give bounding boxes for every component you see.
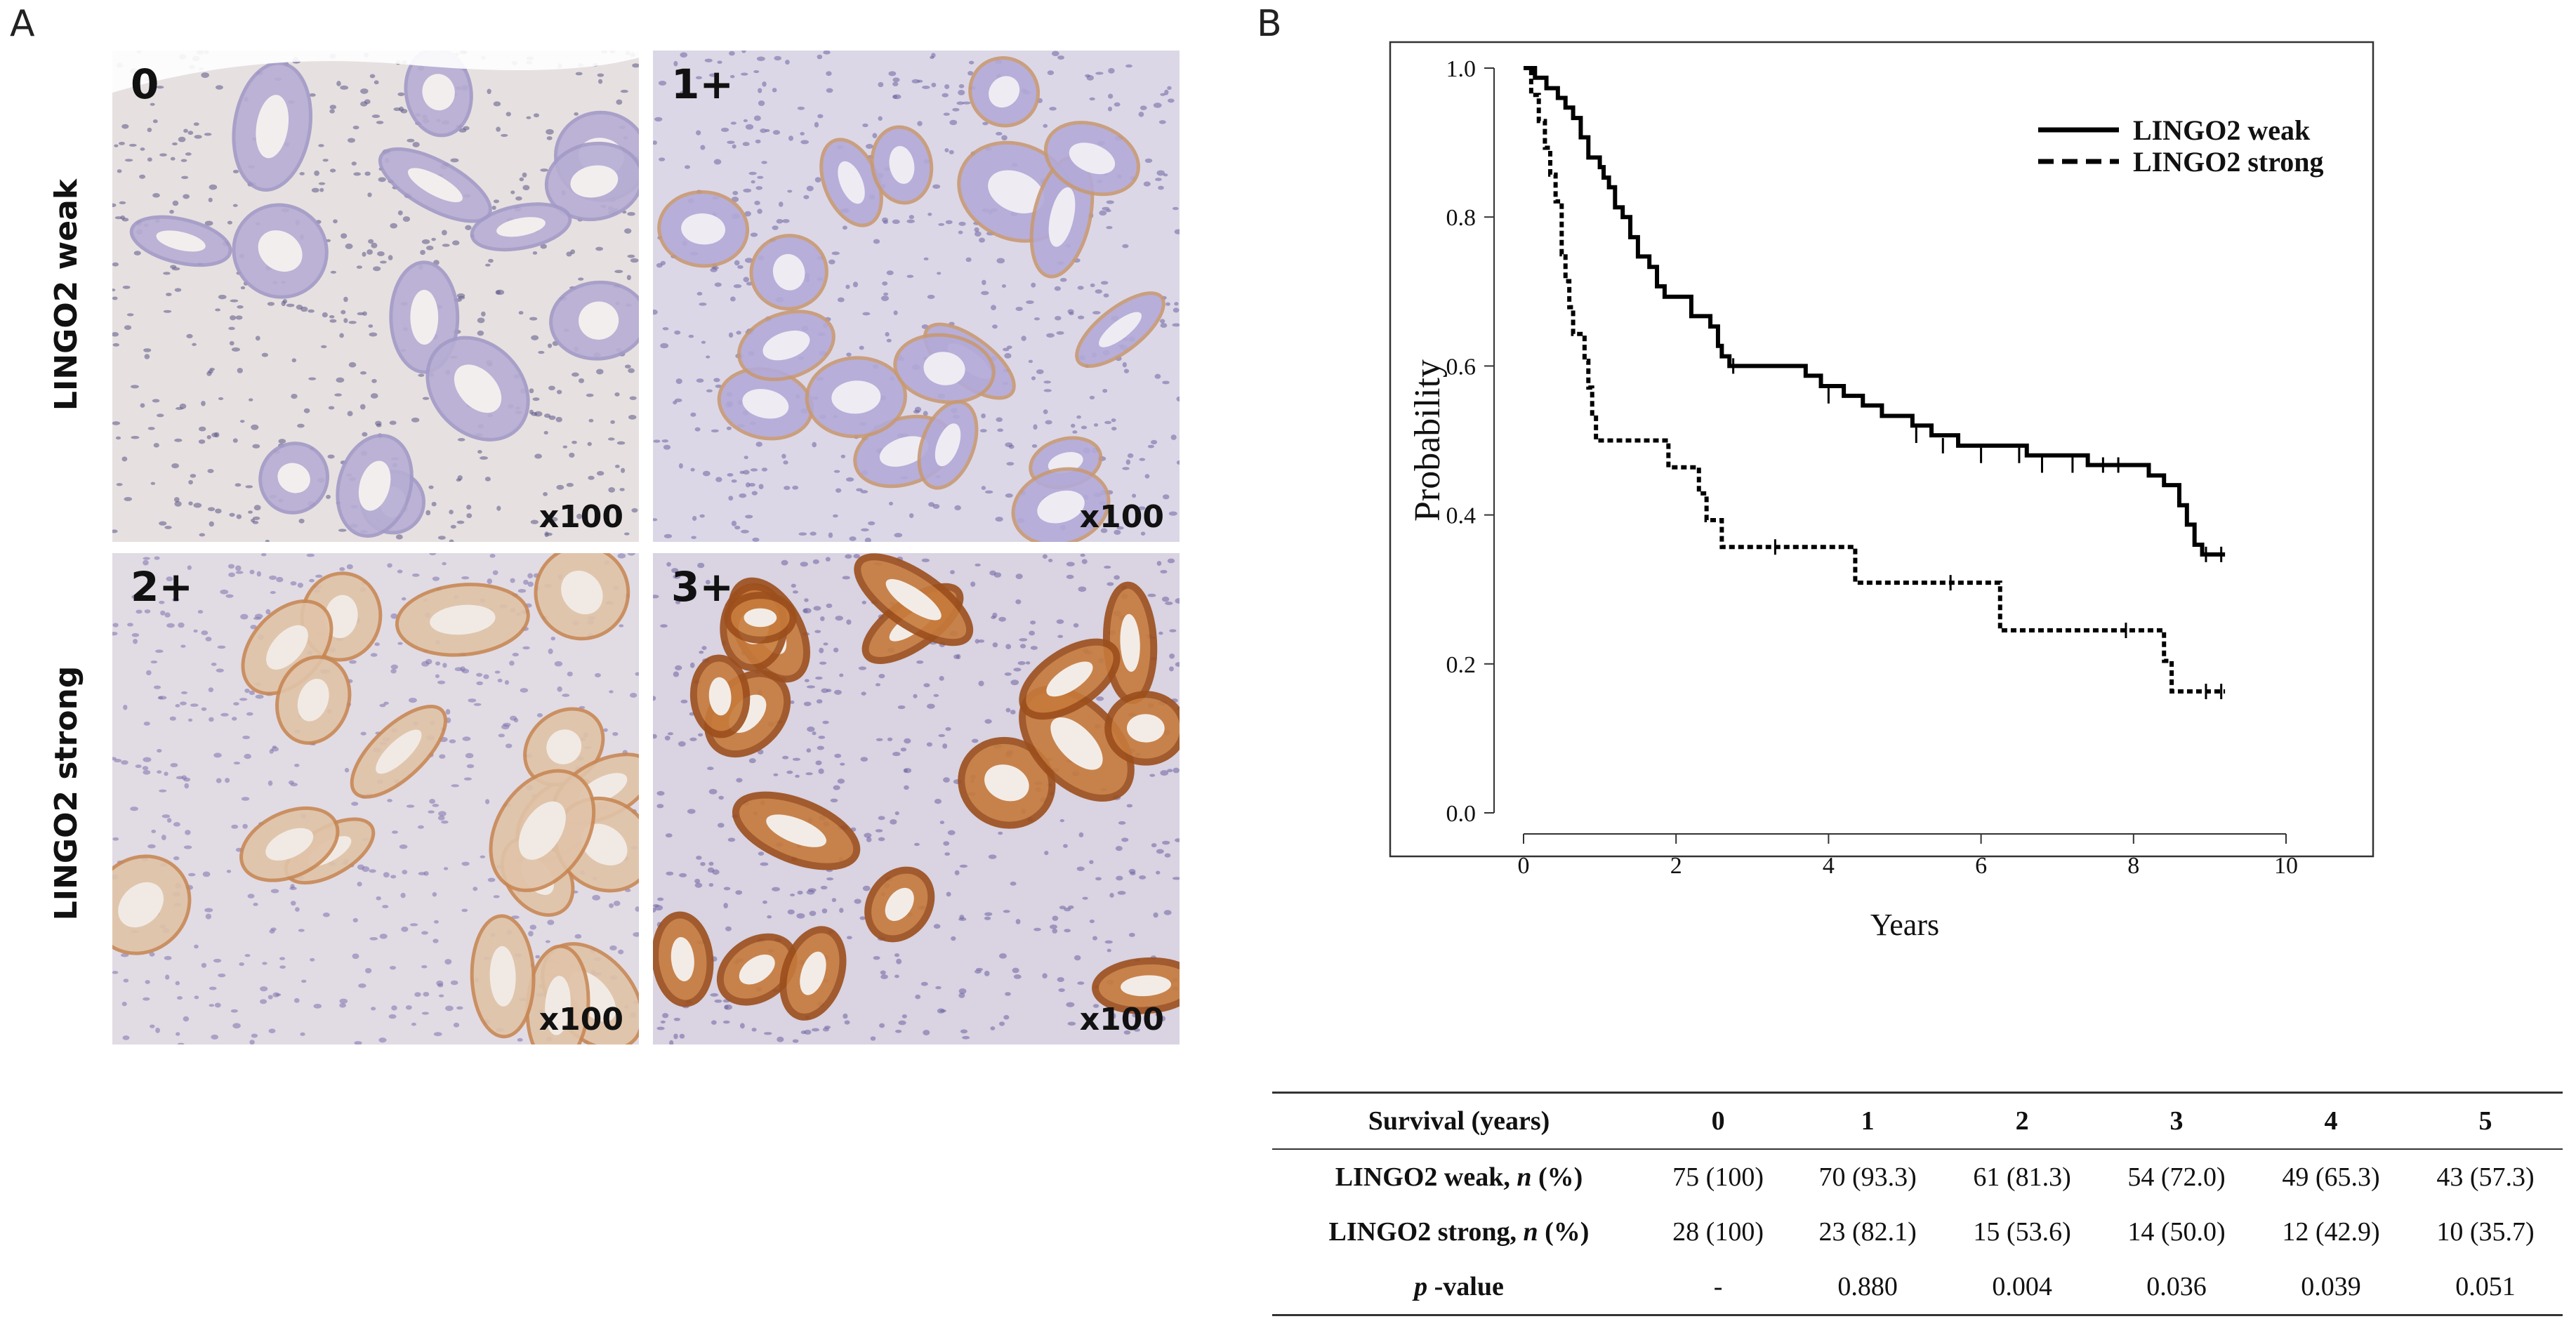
- table-header-cell: Survival (years): [1368, 1106, 1550, 1136]
- micrograph-score-0: 0 x100: [112, 51, 639, 542]
- legend-label-strong: LINGO2 strong: [2133, 146, 2324, 178]
- table-cell: -: [1713, 1272, 1723, 1301]
- x-tick-label: 6: [1975, 853, 1987, 879]
- table-row-label: p -value: [1414, 1272, 1504, 1301]
- row-label-weak: LINGO2 weak: [48, 178, 84, 411]
- score-label: 0: [131, 60, 159, 108]
- magnification-label: x100: [1079, 1002, 1164, 1037]
- x-axis: 0 2 4 6 8 10: [1518, 833, 2298, 879]
- table-header-cell: 2: [2015, 1106, 2029, 1136]
- table-header-cell: 4: [2324, 1106, 2338, 1136]
- table-cell: 43 (57.3): [2436, 1162, 2535, 1192]
- table-header-cell: 0: [1711, 1106, 1725, 1136]
- table-cell: 0.036: [2146, 1272, 2207, 1301]
- table-cell: 15 (53.6): [1973, 1217, 2071, 1247]
- y-axis: 0.0 0.2 0.4 0.6 0.8 1.0: [1446, 56, 1495, 827]
- kaplan-meier-chart: 0.0 0.2 0.4 0.6 0.8 1.0 0 2 4 6 8 10 Probability Y…: [1389, 41, 2374, 942]
- table-row: p -value - 0.880 0.004 0.036 0.039 0.051: [1272, 1259, 2563, 1315]
- score-label: 2+: [131, 563, 193, 611]
- table-row: LINGO2 strong, n (%) 28 (100) 23 (82.1) …: [1272, 1205, 2563, 1259]
- y-tick-label: 0.4: [1446, 503, 1477, 529]
- table-cell: 49 (65.3): [2282, 1162, 2380, 1192]
- y-axis-label: Probability: [1408, 359, 1448, 522]
- y-tick-label: 0.0: [1446, 801, 1477, 827]
- magnification-label: x100: [539, 1002, 623, 1037]
- tissue-image-1: [653, 51, 1180, 542]
- tissue-image-0: [112, 51, 639, 542]
- table-cell: 28 (100): [1672, 1217, 1764, 1247]
- y-tick-label: 0.6: [1446, 354, 1477, 380]
- x-tick-label: 10: [2274, 853, 2298, 879]
- table-cell: 75 (100): [1672, 1162, 1764, 1192]
- table-cell: 23 (82.1): [1818, 1217, 1917, 1247]
- table-cell: 12 (42.9): [2282, 1217, 2380, 1247]
- table-cell: 54 (72.0): [2127, 1162, 2226, 1192]
- table-cell: 0.051: [2455, 1272, 2516, 1301]
- y-tick-label: 1.0: [1446, 56, 1477, 82]
- table-row-label: LINGO2 strong, n (%): [1328, 1217, 1590, 1247]
- table-cell: 0.004: [1992, 1272, 2052, 1301]
- score-label: 1+: [671, 60, 734, 108]
- micrograph-score-1: 1+ x100: [653, 51, 1180, 542]
- table-cell: 10 (35.7): [2436, 1217, 2535, 1247]
- x-axis-label: Years: [1870, 908, 1939, 942]
- table-header-cell: 5: [2478, 1106, 2492, 1136]
- table-header-row: Survival (years) 0 1 2 3 4 5: [1272, 1092, 2563, 1149]
- series-layer: [1524, 66, 2226, 700]
- magnification-label: x100: [539, 499, 623, 535]
- table-cell: 70 (93.3): [1818, 1162, 1917, 1192]
- row-label-strong: LINGO2 strong: [48, 665, 84, 921]
- x-tick-label: 8: [2127, 853, 2139, 879]
- survival-curve-weak: [1524, 66, 2226, 557]
- table-row: LINGO2 weak, n (%) 75 (100) 70 (93.3) 61…: [1272, 1149, 2563, 1205]
- y-tick-label: 0.2: [1446, 652, 1477, 678]
- magnification-label: x100: [1079, 499, 1164, 535]
- plot-frame: [1389, 41, 2374, 858]
- table-cell: 0.880: [1837, 1272, 1898, 1301]
- legend: LINGO2 weak LINGO2 strong: [2038, 114, 2324, 178]
- panel-a-letter: A: [10, 3, 35, 45]
- survival-table: Survival (years) 0 1 2 3 4 5 LINGO2 weak…: [1272, 1092, 2563, 1316]
- panel-b-letter: B: [1257, 3, 1282, 45]
- x-tick-label: 0: [1518, 853, 1530, 879]
- score-label: 3+: [671, 563, 734, 611]
- micrograph-score-2: 2+ x100: [112, 553, 639, 1044]
- tissue-image-3: [653, 553, 1180, 1044]
- x-tick-label: 4: [1823, 853, 1835, 879]
- table-header-cell: 3: [2169, 1106, 2184, 1136]
- legend-label-weak: LINGO2 weak: [2133, 114, 2311, 146]
- survival-curve-strong: [1524, 66, 2226, 694]
- table-header-cell: 1: [1861, 1106, 1875, 1136]
- x-tick-label: 2: [1670, 853, 1682, 879]
- table-row-label: LINGO2 weak, n (%): [1335, 1162, 1583, 1192]
- table-cell: 0.039: [2301, 1272, 2361, 1301]
- tissue-image-2: [112, 553, 639, 1044]
- micrograph-score-3: 3+ x100: [653, 553, 1180, 1044]
- table-cell: 14 (50.0): [2127, 1217, 2226, 1247]
- table-cell: 61 (81.3): [1973, 1162, 2071, 1192]
- y-tick-label: 0.8: [1446, 205, 1477, 231]
